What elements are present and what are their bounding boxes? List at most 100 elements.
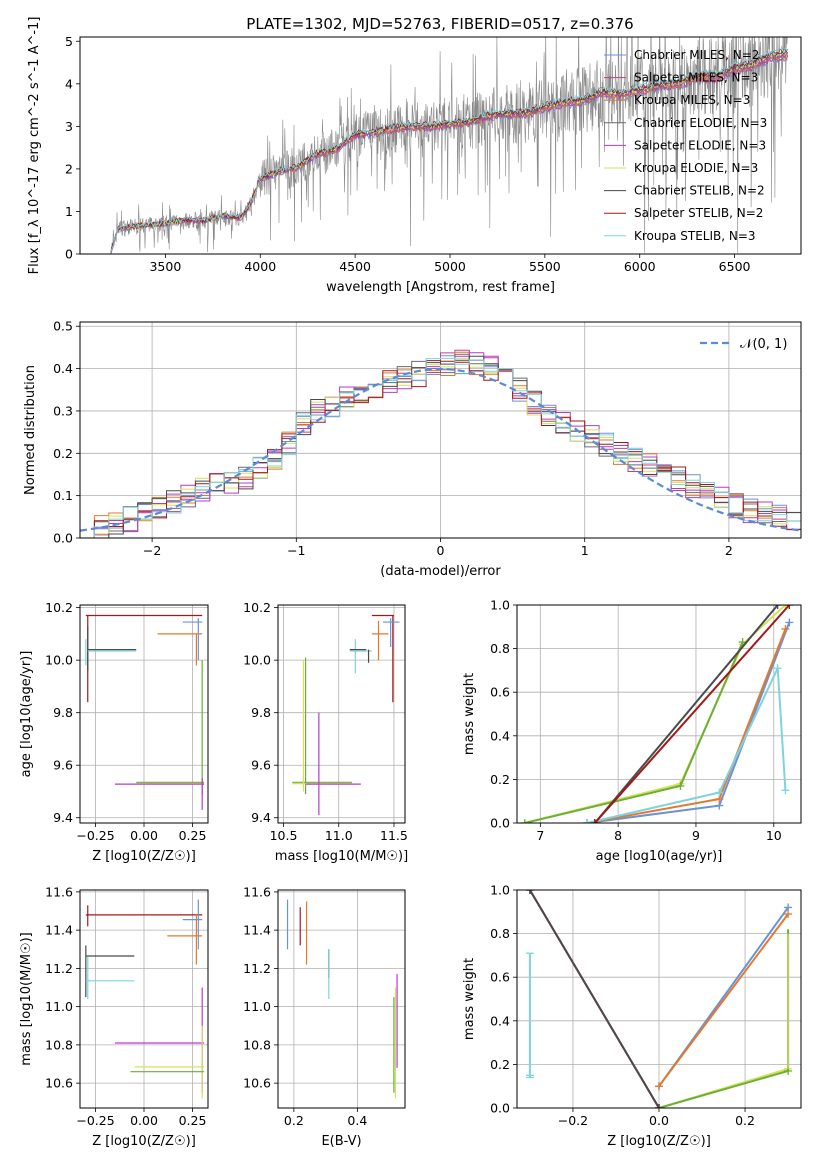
legend-entry: Chabrier STELIB, N=2 [634, 184, 765, 198]
weight-series-line [658, 913, 789, 1087]
y-tick-label: 10.6 [243, 1076, 271, 1091]
y-tick-label: 0.4 [490, 1013, 510, 1028]
y-tick-label: 0.2 [490, 772, 510, 787]
weight-series-line [586, 667, 787, 823]
y-axis-label: Flux [f_λ 10^-17 erg cm^-2 s^-1 A^-1] [27, 17, 42, 275]
axes-frame [79, 321, 802, 539]
y-tick-label: 0.2 [53, 446, 73, 461]
axes-frame [277, 889, 406, 1109]
x-axis-label: mass [log10(M/M☉)] [275, 849, 408, 864]
residual-legend: 𝒩(0, 1) [700, 337, 787, 352]
y-axis-label: age [log10(age/yr)] [19, 651, 34, 778]
x-tick-label: 0.25 [179, 1113, 207, 1128]
x-tick-label: 10 [766, 828, 782, 843]
mass_vs_Z-panel: −0.25 0.00 0.25 10.6 10.8 11.0 11.2 11.4 11.6 Z [… [19, 884, 209, 1149]
x-tick-label: −2 [143, 543, 161, 558]
age_vs_mass-content [292, 614, 400, 816]
mass_vs_Z-content [85, 899, 205, 1099]
y-tick-label: 0.4 [53, 361, 73, 376]
y-tick-label: 11.4 [243, 923, 271, 938]
y-tick-label: 9.4 [251, 810, 271, 825]
y-tick-label: 0.5 [53, 319, 73, 334]
residuals-content [80, 349, 801, 538]
legend-entry: Kroupa STELIB, N=3 [634, 229, 756, 243]
weight-series-line [524, 605, 787, 823]
y-tick-label: 10.2 [45, 600, 73, 615]
x-tick-label: −0.2 [558, 1113, 588, 1128]
legend-entry: Chabrier ELODIE, N=3 [634, 116, 767, 130]
y-tick-label: 0.1 [53, 488, 73, 503]
x-tick-label: 6000 [624, 259, 656, 274]
x-tick-label: 4000 [244, 259, 276, 274]
y-tick-label: 5 [65, 34, 73, 49]
x-tick-label: 6500 [719, 259, 751, 274]
weight-series-line [594, 605, 791, 823]
legend-entry: Salpeter STELIB, N=2 [634, 206, 763, 220]
x-tick-label: 0.00 [130, 1113, 158, 1128]
legend-entry: Kroupa ELODIE, N=3 [634, 161, 758, 175]
weight-series-line [586, 622, 791, 823]
x-axis-label: Z [log10(Z/Z☉)] [607, 1134, 711, 1149]
y-tick-label: 9.4 [53, 810, 73, 825]
weight_vs_Z-panel: −0.2 0.0 0.2 0.0 0.2 0.4 0.6 0.8 1.0 Z [log10(Z/Z… [462, 883, 802, 1149]
age_vs_Z-content [85, 614, 205, 810]
y-tick-label: 0.0 [490, 1101, 510, 1116]
y-tick-label: 10.6 [45, 1076, 73, 1091]
x-tick-label: −0.25 [76, 1113, 114, 1128]
legend-entry: 𝒩(0, 1) [740, 337, 787, 352]
observed-spectrum-line [110, 37, 788, 254]
x-tick-label: 9 [692, 828, 700, 843]
x-tick-label: 2 [725, 543, 733, 558]
axes-frame [516, 889, 802, 1109]
x-tick-label: 0.2 [284, 1113, 304, 1128]
y-tick-label: 11.0 [45, 999, 73, 1014]
x-tick-label: 7 [536, 828, 544, 843]
axes-frame [79, 604, 209, 824]
y-tick-label: 9.6 [251, 758, 271, 773]
residual-histogram-salpeter-stelib [80, 360, 801, 538]
y-tick-label: 0.8 [490, 641, 510, 656]
y-axis-label: Normed distribution [23, 365, 38, 495]
x-tick-label: 3500 [149, 259, 181, 274]
weight-series-line [586, 628, 787, 823]
y-tick-label: 9.8 [53, 705, 73, 720]
x-axis-label: E(B-V) [321, 1134, 361, 1149]
y-tick-label: 11.0 [243, 999, 271, 1014]
spectrum-legend: Chabrier MILES, N=2 Salpeter MILES, N=3 Kr… [604, 48, 767, 243]
y-tick-label: 4 [65, 76, 73, 91]
x-axis-label: (data-model)/error [380, 564, 501, 579]
mass_vs_EBV-panel: 0.2 0.4 10.6 10.8 11.0 11.2 11.4 11.6 E(B-V) [243, 884, 406, 1149]
y-tick-label: 9.8 [251, 705, 271, 720]
weight-series-line [658, 1069, 789, 1108]
y-tick-label: 10.2 [243, 600, 271, 615]
x-tick-label: 5500 [529, 259, 561, 274]
x-tick-label: 8 [614, 828, 622, 843]
y-tick-label: 0.6 [490, 970, 510, 985]
spectrum-content [110, 37, 789, 254]
x-axis-label: age [log10(age/yr)] [596, 849, 723, 864]
x-tick-label: 5000 [434, 259, 466, 274]
x-tick-label: 10.5 [270, 828, 298, 843]
y-tick-label: 11.4 [45, 923, 73, 938]
legend-entry: Kroupa MILES, N=3 [634, 93, 750, 107]
residual-histogram-chabrier-elodie [80, 353, 801, 538]
x-tick-label: 1 [581, 543, 589, 558]
y-tick-label: 0.6 [490, 685, 510, 700]
y-tick-label: 10.0 [45, 653, 73, 668]
weight_vs_age-content [520, 605, 794, 823]
axes-frame [79, 889, 209, 1109]
y-tick-label: 0.3 [53, 403, 73, 418]
residual-histogram-kroupa-elodie [80, 357, 801, 538]
x-tick-label: −1 [287, 543, 305, 558]
mass_vs_EBV-content [286, 899, 398, 1099]
y-axis-label: mass [log10(M/M☉)] [19, 932, 34, 1065]
weight_vs_Z-content [525, 890, 793, 1108]
y-tick-label: 11.6 [243, 884, 271, 899]
gaussian-curve [80, 367, 801, 532]
x-tick-label: −0.25 [76, 828, 114, 843]
y-tick-label: 10.8 [45, 1037, 73, 1052]
x-tick-label: 11.5 [380, 828, 408, 843]
y-tick-label: 0.0 [490, 816, 510, 831]
y-tick-label: 0.4 [490, 728, 510, 743]
